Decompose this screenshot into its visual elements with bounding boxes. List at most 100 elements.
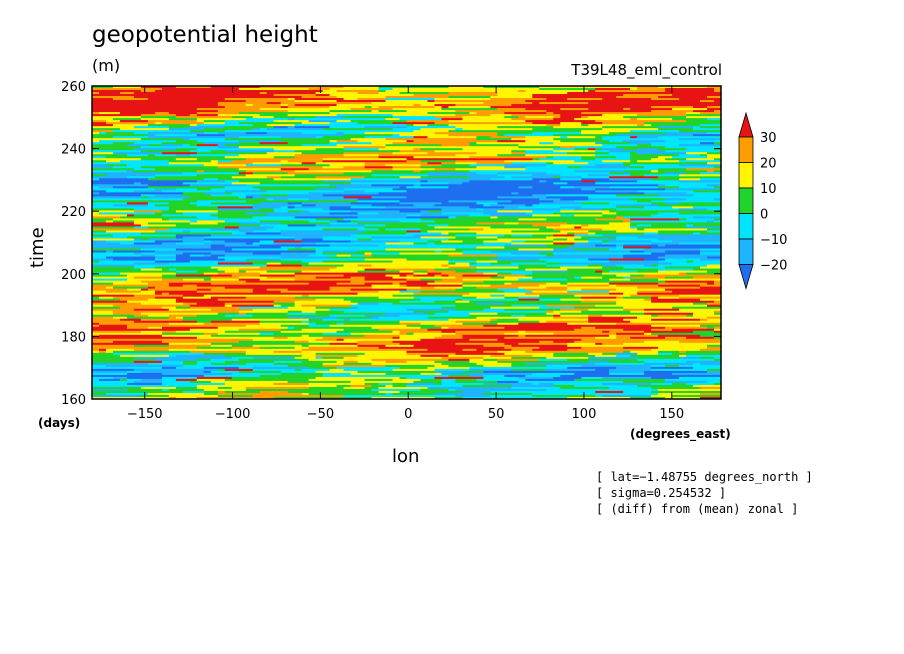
- heatmap-cell: [707, 132, 721, 135]
- heatmap-cell: [168, 206, 219, 209]
- heatmap-cell: [462, 166, 477, 169]
- heatmap-cell: [448, 232, 477, 235]
- heatmap-cell: [609, 334, 617, 338]
- heatmap-cell: [308, 318, 317, 322]
- heatmap-cell: [92, 188, 128, 191]
- heatmap-cell: [623, 170, 652, 173]
- heatmap-cell: [448, 254, 498, 257]
- heatmap-cell: [147, 362, 184, 366]
- heatmap-cell: [672, 386, 701, 390]
- heatmap-cell: [581, 270, 596, 273]
- heatmap-cell: [385, 218, 421, 221]
- heatmap-cell: [315, 116, 345, 119]
- heatmap-cell: [567, 222, 610, 225]
- heatmap-cell: [441, 88, 463, 91]
- heatmap-cell: [700, 284, 721, 288]
- heatmap-cell: [399, 238, 421, 241]
- heatmap-cell: [665, 326, 680, 330]
- heatmap-cell: [92, 118, 114, 121]
- heatmap-cell: [497, 304, 512, 308]
- heatmap-cell: [455, 104, 470, 107]
- heatmap-cell: [588, 306, 624, 310]
- heatmap-cell: [448, 106, 491, 109]
- heatmap-cell: [182, 100, 219, 103]
- heatmap-cell: [231, 370, 240, 374]
- heatmap-cell: [665, 188, 687, 191]
- heatmap-cell: [448, 194, 498, 197]
- heatmap-cell: [693, 128, 721, 131]
- heatmap-cell: [238, 168, 282, 171]
- heatmap-cell: [154, 260, 191, 263]
- heatmap-cell: [357, 164, 366, 167]
- heatmap-cell: [560, 298, 610, 302]
- heatmap-cell: [92, 180, 100, 183]
- heatmap-cell: [266, 152, 303, 155]
- heatmap-cell: [224, 102, 254, 105]
- heatmap-cell: [343, 86, 380, 89]
- heatmap-cell: [161, 292, 170, 296]
- heatmap-cell: [196, 114, 219, 117]
- heatmap-cell: [147, 222, 191, 225]
- heatmap-cell: [189, 282, 212, 286]
- heatmap-cell: [707, 230, 715, 233]
- heatmap-cell: [294, 124, 345, 127]
- heatmap-cell: [616, 358, 638, 362]
- heatmap-cell: [301, 210, 310, 213]
- heatmap-cell: [343, 166, 366, 169]
- heatmap-cell: [196, 396, 226, 399]
- heatmap-cell: [259, 318, 303, 322]
- heatmap-cell: [133, 150, 142, 153]
- heatmap-cell: [420, 214, 470, 217]
- heatmap-cell: [560, 394, 596, 398]
- heatmap-cell: [189, 268, 219, 271]
- heatmap-cell: [637, 358, 673, 362]
- heatmap-cell: [343, 368, 394, 372]
- heatmap-cell: [329, 94, 380, 97]
- heatmap-cell: [406, 144, 442, 147]
- heatmap-cell: [686, 314, 694, 318]
- heatmap-cell: [399, 92, 449, 95]
- heatmap-cell: [455, 216, 491, 219]
- heatmap-cell: [623, 306, 673, 310]
- heatmap-cell: [665, 88, 673, 91]
- heatmap-cell: [154, 226, 191, 229]
- heatmap-cell: [672, 234, 687, 237]
- heatmap-cell: [224, 254, 240, 257]
- heatmap-cell: [609, 152, 631, 155]
- heatmap-cell: [161, 278, 184, 282]
- heatmap-cell: [665, 244, 708, 247]
- heatmap-cell: [553, 238, 568, 241]
- heatmap-cell: [210, 86, 233, 89]
- heatmap-cell: [273, 178, 282, 181]
- heatmap-cell: [245, 118, 289, 121]
- heatmap-cell: [462, 390, 491, 394]
- heatmap-cell: [406, 382, 435, 386]
- heatmap-cell: [217, 386, 233, 390]
- heatmap-cell: [511, 210, 533, 213]
- heatmap-cell: [581, 180, 596, 183]
- heatmap-cell: [301, 162, 317, 165]
- heatmap-cell: [294, 170, 324, 173]
- heatmap-cell: [483, 324, 491, 328]
- heatmap-cell: [161, 144, 184, 147]
- heatmap-cell: [238, 312, 247, 316]
- heatmap-cell: [462, 284, 470, 288]
- heatmap-cell: [406, 280, 435, 284]
- heatmap-cell: [532, 234, 554, 237]
- heatmap-cell: [92, 140, 100, 143]
- heatmap-cell: [518, 264, 526, 267]
- heatmap-cell: [329, 308, 380, 312]
- heatmap-cell: [630, 156, 659, 159]
- heatmap-cell: [259, 346, 296, 350]
- heatmap-cell: [651, 262, 673, 265]
- heatmap-cell: [238, 328, 282, 332]
- heatmap-cell: [329, 128, 359, 131]
- heatmap-cell: [581, 122, 603, 125]
- heatmap-cell: [665, 228, 708, 231]
- heatmap-cell: [497, 108, 526, 111]
- heatmap-cell: [392, 392, 401, 396]
- heatmap-cell: [448, 216, 456, 219]
- heatmap-cell: [301, 308, 331, 312]
- heatmap-cell: [392, 114, 401, 117]
- heatmap-cell: [322, 236, 373, 239]
